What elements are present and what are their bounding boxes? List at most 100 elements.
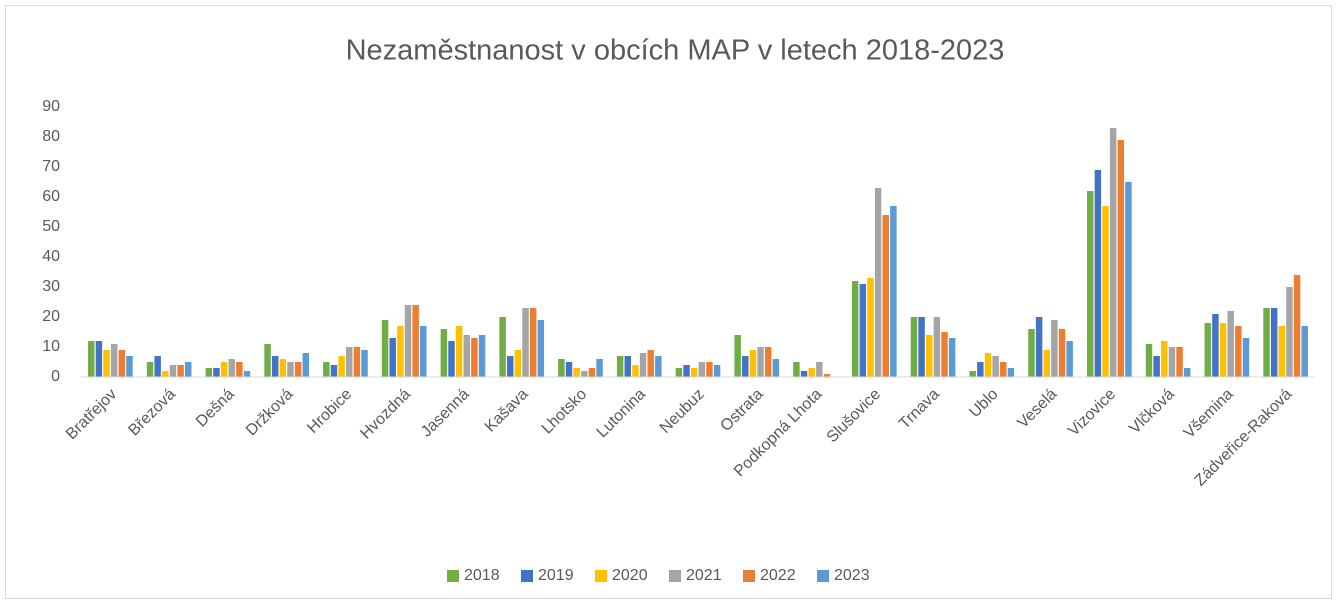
bar [1153, 356, 1160, 377]
legend-swatch [743, 570, 755, 582]
y-tick-label: 10 [42, 338, 60, 355]
bar [1219, 323, 1227, 377]
bar [103, 350, 110, 377]
bar [264, 344, 271, 377]
bar [110, 344, 118, 377]
bar [655, 356, 662, 377]
bar [969, 371, 976, 377]
bar [808, 368, 815, 377]
bar [287, 362, 294, 377]
bar [941, 332, 948, 377]
y-tick-label: 80 [42, 128, 60, 145]
y-tick-label: 30 [42, 278, 60, 295]
bar [1183, 368, 1191, 377]
bar [1301, 326, 1308, 377]
bar [624, 356, 632, 377]
bar [977, 362, 984, 377]
bar [389, 338, 396, 377]
bar [95, 341, 103, 377]
bar [918, 317, 925, 377]
bar [639, 353, 647, 377]
bar [1235, 326, 1242, 377]
bar [742, 356, 749, 377]
bar [1007, 368, 1015, 377]
bar [522, 308, 529, 377]
bar [925, 335, 933, 377]
bar [448, 341, 455, 377]
bar [734, 335, 741, 377]
bar [757, 347, 764, 377]
bar [478, 335, 486, 377]
bar [420, 326, 427, 377]
bar [558, 359, 565, 377]
bar [1270, 308, 1278, 377]
bar [616, 356, 624, 377]
bar [440, 329, 448, 377]
bar [1286, 287, 1293, 377]
bar [162, 371, 169, 377]
bar [910, 317, 918, 377]
bar [1117, 140, 1125, 377]
y-tick-label: 20 [42, 308, 60, 325]
bar [581, 371, 588, 377]
y-tick-label: 50 [42, 218, 60, 235]
bar [88, 341, 95, 377]
y-tick-label: 40 [42, 248, 60, 265]
bar [507, 356, 514, 377]
bar [177, 365, 184, 377]
bar [859, 284, 867, 377]
bar [381, 320, 389, 377]
legend-swatch [595, 570, 607, 582]
bar [146, 362, 154, 377]
bar [361, 350, 368, 377]
bar [882, 215, 889, 377]
bar [126, 356, 133, 377]
bar [698, 362, 706, 377]
bar [1161, 341, 1168, 377]
bar [1242, 338, 1250, 377]
bar [1094, 170, 1102, 377]
y-tick-label: 70 [42, 158, 60, 175]
bar [118, 350, 126, 377]
bar [764, 347, 772, 377]
bar [499, 317, 506, 377]
bar [294, 362, 302, 377]
bar [529, 308, 537, 377]
bar [992, 356, 999, 377]
legend-label: 2022 [760, 567, 796, 584]
bar [890, 206, 897, 377]
bar [588, 368, 596, 377]
bar [1109, 128, 1117, 377]
bar [647, 350, 654, 377]
bar [412, 305, 419, 377]
bar [933, 317, 941, 377]
bar [948, 338, 956, 377]
legend-swatch [669, 570, 681, 582]
bar [228, 359, 235, 377]
bar [1125, 182, 1132, 377]
legend-swatch [817, 570, 829, 582]
bar [353, 347, 361, 377]
bar [397, 326, 404, 377]
bar [675, 368, 683, 377]
bar [1051, 320, 1058, 377]
bar [243, 371, 251, 377]
bar [1058, 329, 1066, 377]
bar [1204, 323, 1211, 377]
bar [1278, 326, 1286, 377]
bar [537, 320, 545, 377]
bar [1227, 311, 1234, 377]
bar [236, 362, 243, 377]
bar [169, 365, 177, 377]
bar [1043, 350, 1050, 377]
legend-label: 2023 [834, 567, 870, 584]
bar [1035, 317, 1043, 377]
bar [867, 278, 874, 377]
bar [455, 326, 463, 377]
bar [302, 353, 309, 377]
bar [1168, 347, 1176, 377]
bar [1293, 275, 1301, 377]
bar [1000, 362, 1007, 377]
bar [1102, 206, 1109, 377]
